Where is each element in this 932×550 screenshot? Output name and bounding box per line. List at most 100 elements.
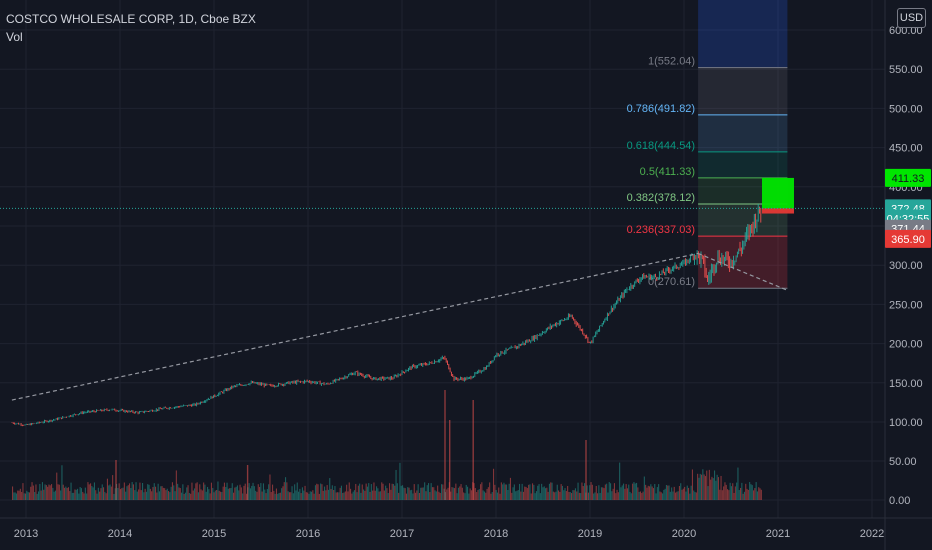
volume-bar (207, 486, 209, 500)
y-tick-label: 250.00 (889, 299, 923, 311)
x-tick-label: 2014 (108, 528, 132, 540)
volume-bar (737, 467, 739, 500)
volume-bar (90, 483, 92, 500)
volume-bar (526, 488, 528, 500)
volume-bar (706, 470, 708, 500)
volume-bar (312, 490, 314, 500)
volume-bar (101, 484, 103, 500)
volume-bar (503, 482, 505, 500)
volume-bar (155, 486, 157, 500)
volume-bar (537, 485, 539, 500)
volume-bar (309, 491, 311, 500)
volume-bar (551, 482, 553, 500)
volume-bar (398, 492, 400, 500)
volume-bar (563, 490, 565, 500)
volume-bar (13, 492, 15, 500)
currency-button[interactable]: USD (897, 8, 926, 28)
volume-bar (178, 487, 180, 500)
volume-bar (77, 488, 79, 500)
volume-bar (542, 487, 544, 500)
volume-bar (399, 462, 401, 500)
volume-bar (223, 482, 225, 500)
price-label-text: 411.33 (892, 173, 925, 185)
time-axis[interactable]: 2013 2014 2015 2016 2017 2018 2019 2020 2021 2022 (0, 517, 932, 540)
volume-bar (582, 486, 584, 500)
volume-bar (291, 486, 293, 500)
volume-bar (386, 488, 388, 500)
volume-bar (36, 493, 38, 500)
candlesticks (11, 204, 762, 427)
volume-bar (161, 486, 163, 500)
volume-bar (311, 491, 313, 500)
volume-bar (369, 491, 371, 500)
volume-bar (355, 483, 357, 500)
volume-bar (372, 490, 374, 500)
volume-bar (729, 482, 731, 500)
volume-bar (83, 493, 85, 500)
volume-bar (703, 474, 705, 500)
volume-bar (546, 487, 548, 500)
symbol-title[interactable]: COSTCO WHOLESALE CORP, 1D, Cboe BZX (6, 12, 256, 26)
volume-bar (179, 488, 181, 500)
volume-bar (710, 479, 712, 500)
volume-bar (301, 487, 303, 500)
volume-bar (491, 492, 493, 500)
volume-bar (357, 485, 359, 500)
volume-bar (361, 484, 363, 500)
volume-bar (439, 492, 441, 500)
volume-bar (272, 484, 274, 500)
fib-level-label: 0.786(491.82) (627, 103, 696, 115)
volume-bar (54, 490, 56, 500)
volume-bar (455, 483, 457, 500)
volume-bar (578, 492, 580, 500)
volume-bar (545, 488, 547, 500)
volume-bar (610, 483, 612, 500)
volume-bar (654, 484, 656, 500)
volume-bar (236, 485, 238, 500)
volume-bar (662, 493, 664, 500)
volume-bar (299, 488, 301, 500)
volume-bar (322, 490, 324, 500)
volume-bar (147, 484, 149, 500)
volume-bar (131, 482, 133, 500)
volume-bar (226, 482, 228, 500)
volume-bar (316, 483, 318, 500)
volume-bar (262, 483, 264, 500)
volume-bar (658, 484, 660, 500)
volume-bar (270, 492, 272, 500)
volume-bar (629, 491, 631, 500)
volume-bar (595, 485, 597, 500)
volume-bar (669, 491, 671, 500)
volume-bar (225, 486, 227, 500)
volume-bar (715, 480, 717, 500)
fibonacci-retracement[interactable]: 0(270.61) 0.236(337.03) 0.382(378.12) 0.5(4… (627, 0, 788, 289)
volume-bar (229, 488, 231, 500)
volume-bar (171, 482, 173, 500)
volume-bar (481, 482, 483, 500)
volume-bar (698, 477, 700, 500)
volume-bar (476, 492, 478, 500)
volume-bar (333, 489, 335, 500)
volume-bar (80, 488, 82, 500)
volume-bar (335, 492, 337, 500)
volume-indicator-label[interactable]: Vol (6, 30, 23, 44)
volume-bar (429, 492, 431, 500)
volume-bar (201, 490, 203, 500)
volume-bar (495, 490, 497, 500)
volume-bar (743, 491, 745, 500)
volume-bar (693, 490, 695, 500)
volume-bar (140, 490, 142, 500)
volume-bar (521, 483, 523, 500)
volume-spike (449, 420, 451, 500)
volume-bar (265, 493, 267, 500)
volume-bar (517, 490, 519, 500)
volume-bar (186, 487, 188, 500)
volume-bar (82, 491, 84, 500)
long-position-tool[interactable] (762, 177, 794, 214)
volume-bar (204, 484, 206, 500)
volume-bar (426, 485, 428, 500)
volume-bar (581, 482, 583, 500)
trend-line[interactable] (11, 252, 788, 401)
volume-bar (594, 492, 596, 500)
